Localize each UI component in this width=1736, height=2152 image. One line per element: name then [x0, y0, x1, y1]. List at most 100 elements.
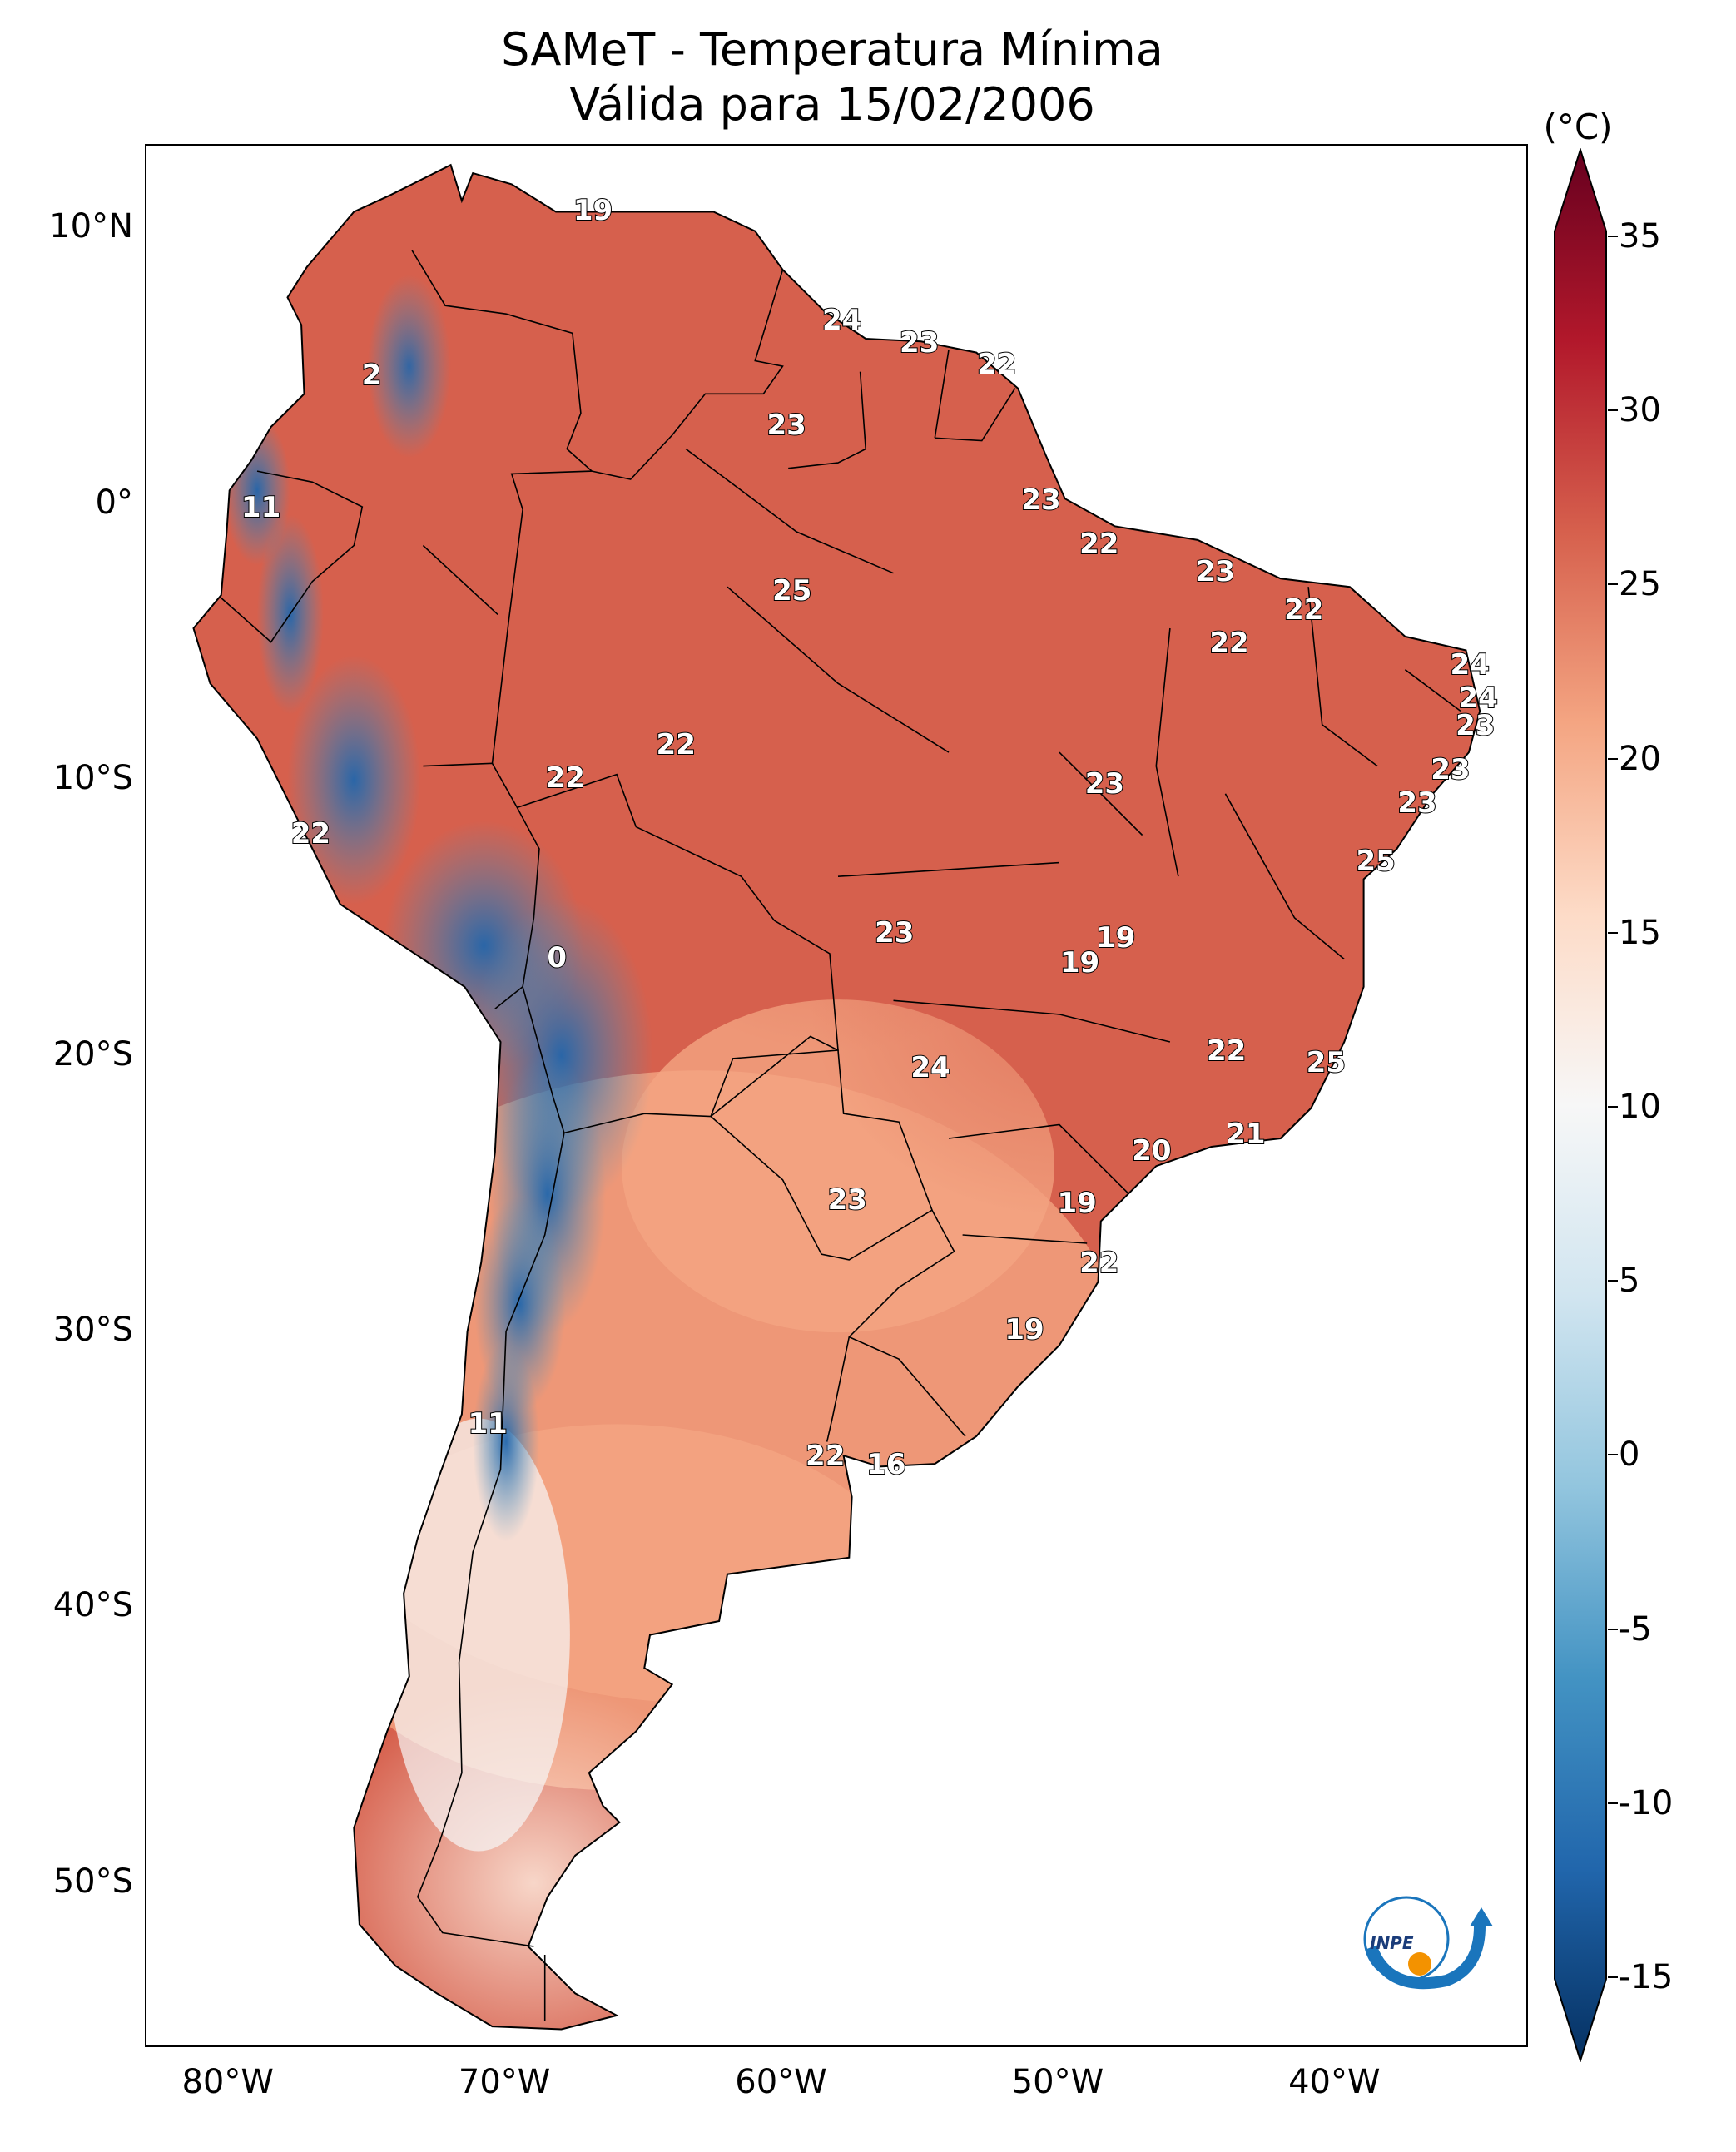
lon-tick-label: 40°W [1288, 2063, 1381, 2101]
station-value-label: 22 [656, 727, 697, 762]
border-line [422, 544, 498, 615]
station-value-label: 22 [1079, 1246, 1119, 1281]
border-line [934, 350, 950, 439]
lat-tick-label: 50°S [52, 1862, 133, 1901]
border-line [1155, 627, 1179, 877]
station-value-label: 24 [821, 303, 862, 338]
lat-tick-label: 40°S [52, 1586, 133, 1625]
colorbar-tick-label: 15 [1619, 913, 1661, 952]
lon-tick-label: 50°W [1011, 2063, 1104, 2101]
border-line [710, 1035, 933, 1261]
colorbar-tickmark [1608, 1628, 1618, 1630]
border-line [1404, 669, 1461, 712]
station-value-label: 24 [1450, 647, 1490, 682]
colorbar-tickmark [1608, 931, 1618, 934]
station-value-label: 19 [1059, 945, 1100, 980]
inpe-logo-icon: INPE [1363, 1896, 1493, 1990]
map-title-line2: Válida para 15/02/2006 [569, 78, 1095, 131]
temperature-map [192, 163, 1481, 2031]
map-panel [145, 144, 1528, 2047]
border-line [893, 999, 1171, 1043]
colorbar-tickmark [1608, 409, 1618, 412]
lon-tick-label: 60°W [735, 2063, 827, 2101]
colorbar-tickmark [1608, 583, 1618, 586]
colorbar-tick-label: 35 [1619, 217, 1661, 255]
border-line [1224, 793, 1345, 960]
station-value-label: 22 [1079, 527, 1119, 562]
station-value-label: 23 [1396, 786, 1437, 821]
station-value-label: 23 [1084, 766, 1125, 801]
lat-tick-label: 0° [95, 483, 133, 522]
station-value-label: 24 [1457, 681, 1498, 716]
border-line [727, 586, 950, 753]
colorbar-tick-label: 5 [1619, 1262, 1640, 1301]
border-line [788, 371, 867, 469]
station-value-label: 19 [1095, 920, 1136, 955]
border-line [221, 470, 364, 643]
station-value-label: 23 [1430, 752, 1471, 787]
colorbar-unit: (°C) [1543, 107, 1613, 147]
lon-tick-label: 70°W [458, 2063, 551, 2101]
border-line [848, 1336, 966, 1437]
border-line [837, 861, 1059, 877]
station-value-label: 23 [1455, 708, 1495, 743]
colorbar-tickmark [1608, 757, 1618, 760]
lon-tick-label: 80°W [181, 2063, 274, 2101]
station-value-label: 23 [827, 1183, 868, 1217]
border-line [935, 388, 1016, 442]
station-value-label: 23 [766, 408, 806, 443]
station-value-label: 22 [1206, 1034, 1247, 1069]
station-value-label: 22 [805, 1439, 846, 1474]
colorbar-tick-label: 30 [1619, 391, 1661, 430]
station-value-label: 2 [361, 358, 383, 393]
station-value-label: 19 [573, 193, 613, 228]
border-line [962, 1234, 1088, 1244]
station-value-label: 25 [1356, 844, 1396, 879]
andes-cold-zone [287, 655, 421, 905]
lat-tick-label: 10°S [52, 759, 133, 798]
colorbar-tick-label: 0 [1619, 1435, 1640, 1475]
border-line [948, 1123, 1129, 1194]
colorbar [1554, 148, 1607, 2062]
colorbar-tickmark [1608, 1802, 1618, 1804]
station-value-label: 11 [468, 1406, 508, 1441]
border-line [517, 773, 839, 1134]
station-value-label: 11 [241, 490, 281, 525]
station-value-label: 22 [1283, 593, 1324, 627]
colorbar-tickmark [1608, 1976, 1618, 1978]
station-value-label: 22 [1208, 626, 1249, 661]
coastline [192, 163, 1481, 2031]
country-borders [221, 250, 1461, 2021]
southern-andes-zone [386, 1418, 570, 1852]
station-value-label: 16 [866, 1447, 906, 1482]
station-value-label: 23 [874, 915, 915, 950]
continent-fill [192, 163, 1481, 2031]
colorbar-tickmark [1608, 1454, 1618, 1456]
station-value-label: 22 [290, 816, 331, 851]
station-value-label: 23 [1020, 483, 1061, 518]
station-value-label: 19 [1057, 1186, 1098, 1221]
station-value-label: 25 [1306, 1045, 1347, 1080]
border-line [1059, 751, 1143, 836]
station-value-label: 19 [1004, 1312, 1044, 1347]
colorbar-tickmark [1608, 1106, 1618, 1108]
temperature-field [193, 165, 1481, 2030]
station-value-label: 22 [545, 761, 586, 796]
border-line [1307, 587, 1378, 767]
colorbar-tickmark [1608, 236, 1618, 237]
station-value-label: 25 [771, 573, 812, 608]
andes-cold-zone [473, 1341, 540, 1542]
border-line [685, 448, 894, 574]
lat-tick-label: 10°N [49, 207, 133, 246]
colorbar-tick-label: 25 [1619, 565, 1661, 604]
station-value-label: 22 [976, 347, 1017, 382]
colorbar-tick-label: -15 [1619, 1958, 1674, 1996]
station-value-label: 21 [1225, 1117, 1266, 1152]
border-line [416, 1133, 565, 1947]
lat-tick-label: 30°S [52, 1311, 133, 1350]
border-line [423, 762, 540, 987]
border-line [522, 986, 565, 1133]
border-line [494, 986, 523, 1009]
lat-tick-label: 20°S [52, 1034, 133, 1074]
colorbar-tickmark [1608, 1280, 1618, 1282]
